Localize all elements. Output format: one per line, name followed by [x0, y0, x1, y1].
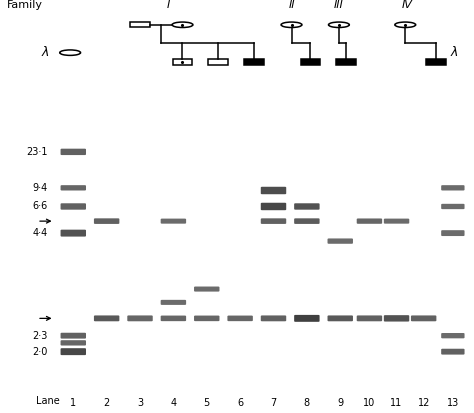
Circle shape	[172, 22, 193, 28]
FancyBboxPatch shape	[61, 185, 86, 190]
FancyBboxPatch shape	[94, 218, 119, 224]
Text: IV: IV	[402, 0, 413, 10]
Text: 7: 7	[270, 398, 277, 408]
FancyBboxPatch shape	[261, 203, 286, 210]
FancyBboxPatch shape	[411, 316, 437, 321]
Text: 13: 13	[447, 398, 459, 408]
Circle shape	[395, 22, 416, 28]
Text: λ: λ	[450, 46, 458, 59]
FancyBboxPatch shape	[194, 287, 219, 292]
Bar	[130, 22, 150, 27]
Text: 6·6: 6·6	[33, 202, 48, 211]
Text: 8: 8	[304, 398, 310, 408]
FancyBboxPatch shape	[357, 218, 382, 224]
Circle shape	[328, 22, 349, 28]
Text: 9: 9	[337, 398, 343, 408]
Bar	[244, 59, 264, 64]
Text: I: I	[167, 0, 170, 10]
FancyBboxPatch shape	[441, 204, 465, 209]
Text: 2·0: 2·0	[33, 347, 48, 357]
Text: 11: 11	[391, 398, 403, 408]
Circle shape	[60, 50, 81, 55]
FancyBboxPatch shape	[294, 315, 319, 322]
FancyBboxPatch shape	[261, 187, 286, 194]
FancyBboxPatch shape	[294, 203, 319, 210]
FancyBboxPatch shape	[128, 316, 153, 321]
FancyBboxPatch shape	[194, 316, 219, 321]
Text: 12: 12	[418, 398, 430, 408]
FancyBboxPatch shape	[441, 349, 465, 355]
FancyBboxPatch shape	[61, 348, 86, 355]
FancyBboxPatch shape	[61, 149, 86, 155]
FancyBboxPatch shape	[94, 316, 119, 321]
FancyBboxPatch shape	[441, 230, 465, 236]
Bar	[336, 59, 356, 64]
FancyBboxPatch shape	[161, 300, 186, 305]
Text: 2·3: 2·3	[33, 331, 48, 341]
Text: 1: 1	[70, 398, 76, 408]
Text: 23·1: 23·1	[27, 147, 48, 157]
FancyBboxPatch shape	[384, 315, 409, 322]
Text: λ: λ	[41, 46, 49, 59]
Text: 6: 6	[237, 398, 243, 408]
Text: 3: 3	[137, 398, 143, 408]
Text: 2: 2	[103, 398, 110, 408]
FancyBboxPatch shape	[328, 238, 353, 244]
FancyBboxPatch shape	[441, 333, 465, 338]
FancyBboxPatch shape	[61, 230, 86, 237]
Text: 4: 4	[170, 398, 176, 408]
FancyBboxPatch shape	[384, 218, 409, 224]
Text: 9·4: 9·4	[33, 183, 48, 193]
Bar	[208, 59, 228, 64]
Bar	[173, 59, 192, 64]
FancyBboxPatch shape	[357, 316, 382, 321]
Text: Lane: Lane	[36, 396, 60, 406]
FancyBboxPatch shape	[61, 333, 86, 339]
FancyBboxPatch shape	[261, 218, 286, 224]
Text: Family: Family	[7, 0, 43, 10]
Bar	[426, 59, 446, 64]
Text: 4·4: 4·4	[33, 228, 48, 238]
Text: III: III	[334, 0, 344, 10]
FancyBboxPatch shape	[328, 316, 353, 321]
FancyBboxPatch shape	[228, 316, 253, 321]
Text: II: II	[288, 0, 295, 10]
Bar	[301, 59, 320, 64]
FancyBboxPatch shape	[61, 340, 86, 346]
FancyBboxPatch shape	[161, 316, 186, 321]
FancyBboxPatch shape	[161, 218, 186, 224]
FancyBboxPatch shape	[441, 185, 465, 190]
Text: 5: 5	[204, 398, 210, 408]
FancyBboxPatch shape	[294, 218, 319, 224]
Circle shape	[281, 22, 302, 28]
FancyBboxPatch shape	[261, 316, 286, 321]
Text: 10: 10	[363, 398, 375, 408]
FancyBboxPatch shape	[61, 203, 86, 210]
